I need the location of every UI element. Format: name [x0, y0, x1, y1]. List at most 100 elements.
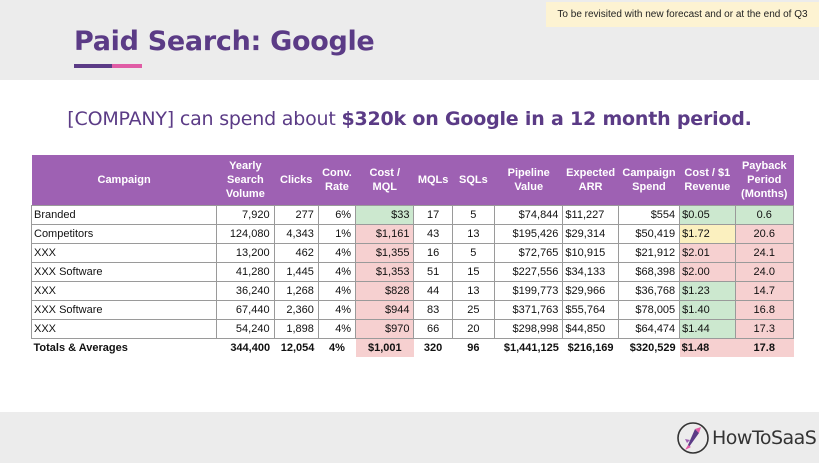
table-row: XXX Software 67,440 2,360 4% $944 83 25 … — [30, 299, 795, 320]
cell-mqls: 16 — [413, 242, 453, 263]
cell-cost-per-mql: $1,161 — [355, 223, 415, 244]
totals-sqls: 96 — [467, 341, 480, 354]
header-cost-per-revenue: Cost / $1 Revenue — [679, 155, 736, 205]
cell-spend: $36,768 — [617, 280, 681, 301]
header-mqls: MQLs — [413, 155, 453, 205]
cell-spend: $21,912 — [617, 242, 681, 263]
totals-arr: $216,169 — [567, 341, 614, 354]
cell-volume: 7,920 — [216, 204, 275, 225]
cell-campaign: XXX Software — [30, 261, 218, 282]
totals-conv-rate: 4% — [329, 341, 345, 354]
totals-label: Totals & Averages — [33, 341, 128, 354]
cell-arr: $10,915 — [562, 242, 619, 263]
cell-cost-per-mql: $828 — [355, 280, 415, 301]
cell-campaign: XXX — [30, 242, 218, 263]
cell-payback: 17.3 — [734, 318, 795, 339]
cell-mqls: 43 — [413, 223, 453, 244]
title-underline-purple — [74, 64, 112, 68]
cell-cost-per-revenue: $2.00 — [679, 261, 736, 282]
header-sqls: SQLs — [452, 155, 495, 205]
cell-clicks: 1,445 — [273, 261, 319, 282]
cell-clicks: 277 — [273, 204, 319, 225]
cell-pipeline: $298,998 — [493, 318, 564, 339]
page-title: Paid Search: Google — [74, 26, 375, 57]
cell-volume: 41,280 — [216, 261, 275, 282]
header-yearly-search-volume: Yearly Search Volume — [216, 155, 275, 205]
cell-cost-per-revenue: $1.23 — [679, 280, 736, 301]
header-payback-period: Payback Period (Months) — [735, 155, 794, 205]
cell-cost-per-mql: $33 — [355, 204, 415, 225]
cell-clicks: 2,360 — [273, 299, 319, 320]
table-row: Competitors 124,080 4,343 1% $1,161 43 1… — [30, 223, 795, 244]
cell-arr: $34,133 — [562, 261, 619, 282]
cell-campaign: Branded — [30, 204, 218, 225]
cell-mqls: 83 — [413, 299, 453, 320]
cell-conv-rate: 4% — [317, 299, 357, 320]
header-expected-arr: Expected ARR — [562, 155, 619, 205]
cell-cost-per-revenue: $1.44 — [679, 318, 736, 339]
cell-cost-per-mql: $1,353 — [355, 261, 415, 282]
cell-payback: 0.6 — [734, 204, 795, 225]
cell-pipeline: $227,556 — [493, 261, 564, 282]
cell-pipeline: $74,844 — [493, 204, 564, 225]
cell-volume: 67,440 — [216, 299, 275, 320]
cell-cost-per-revenue: $2.01 — [679, 242, 736, 263]
cell-cost-per-revenue: $1.72 — [679, 223, 736, 244]
header-campaign: Campaign — [31, 155, 217, 205]
cell-volume: 36,240 — [216, 280, 275, 301]
cell-payback: 24.1 — [734, 242, 795, 263]
totals-cost-per-mql: $1,001 — [355, 338, 414, 357]
cell-pipeline: $199,773 — [493, 280, 564, 301]
cell-mqls: 44 — [413, 280, 453, 301]
cell-cost-per-revenue: $0.05 — [679, 204, 736, 225]
cell-arr: $29,966 — [562, 280, 619, 301]
totals-payback: 17.8 — [735, 338, 794, 357]
spend-summary: [COMPANY] can spend about $320k on Googl… — [0, 108, 819, 130]
cell-mqls: 17 — [413, 204, 453, 225]
cell-campaign: XXX — [30, 318, 218, 339]
totals-volume: 344,400 — [230, 341, 271, 354]
cell-clicks: 4,343 — [273, 223, 319, 244]
cell-conv-rate: 6% — [317, 204, 357, 225]
cell-sqls: 13 — [451, 280, 495, 301]
cell-clicks: 1,268 — [273, 280, 319, 301]
cell-sqls: 5 — [451, 242, 495, 263]
totals-row: Totals & Averages 344,400 12,054 4% $1,0… — [32, 338, 794, 357]
cell-payback: 14.7 — [734, 280, 795, 301]
header-cost-per-mql: Cost / MQL — [355, 155, 414, 205]
cell-sqls: 5 — [451, 204, 495, 225]
logo-text: HowToSaaS — [712, 427, 817, 449]
cell-clicks: 1,898 — [273, 318, 319, 339]
revisit-note: To be revisited with new forecast and or… — [546, 2, 819, 27]
cell-cost-per-revenue: $1.40 — [679, 299, 736, 320]
cell-mqls: 66 — [413, 318, 453, 339]
cell-conv-rate: 4% — [317, 280, 357, 301]
header-clicks: Clicks — [274, 155, 319, 205]
spend-summary-prefix: [COMPANY] can spend about — [67, 108, 342, 130]
cell-conv-rate: 4% — [317, 318, 357, 339]
cell-payback: 20.6 — [734, 223, 795, 244]
header-pipeline-value: Pipeline Value — [494, 155, 563, 205]
cell-spend: $554 — [617, 204, 681, 225]
table-row: XXX 36,240 1,268 4% $828 44 13 $199,773 … — [30, 280, 795, 301]
cell-campaign: XXX — [30, 280, 218, 301]
spend-summary-highlight: $320k on Google in a 12 month period. — [341, 108, 752, 130]
header-conv-rate: Conv. Rate — [318, 155, 356, 205]
table-row: XXX Software 41,280 1,445 4% $1,353 51 1… — [30, 261, 795, 282]
cell-cost-per-mql: $944 — [355, 299, 415, 320]
cell-spend: $68,398 — [617, 261, 681, 282]
table-row: XXX 13,200 462 4% $1,355 16 5 $72,765 $1… — [30, 242, 795, 263]
cell-arr: $44,850 — [562, 318, 619, 339]
totals-pipeline: $1,441,125 — [503, 341, 559, 354]
title-underline-pink — [112, 64, 142, 68]
header-campaign-spend: Campaign Spend — [618, 155, 680, 205]
table-row: Branded 7,920 277 6% $33 17 5 $74,844 $1… — [30, 204, 795, 225]
table-header-row: Campaign Yearly Search Volume Clicks Con… — [31, 155, 794, 205]
cell-arr: $29,314 — [562, 223, 619, 244]
howtosaas-logo: HowToSaaS — [676, 419, 817, 457]
cell-campaign: Competitors — [30, 223, 218, 244]
cell-arr: $55,764 — [562, 299, 619, 320]
cell-sqls: 15 — [451, 261, 495, 282]
cell-conv-rate: 4% — [317, 242, 357, 263]
cell-clicks: 462 — [273, 242, 319, 263]
